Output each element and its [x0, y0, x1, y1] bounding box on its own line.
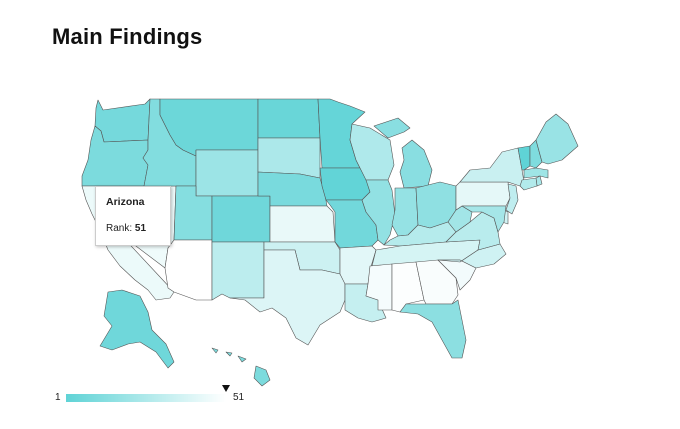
state-ny[interactable] — [459, 147, 525, 187]
color-legend: 1 51 — [55, 385, 265, 406]
state-tooltip: Arizona Rank: 51 — [95, 186, 171, 246]
state-ct[interactable] — [519, 177, 538, 191]
legend-min-label: 1 — [55, 392, 61, 403]
state-nh[interactable] — [529, 139, 543, 169]
state-me[interactable] — [535, 113, 579, 165]
state-nd[interactable] — [257, 98, 321, 139]
state-hi[interactable] — [211, 347, 271, 387]
state-md[interactable] — [461, 205, 507, 233]
state-ak[interactable] — [99, 289, 175, 369]
state-ks[interactable] — [269, 205, 336, 243]
state-fl[interactable] — [399, 299, 467, 359]
state-tx[interactable] — [229, 249, 346, 346]
state-sd[interactable] — [257, 137, 321, 179]
state-nj[interactable] — [505, 183, 519, 215]
tooltip-rank-value: 51 — [134, 223, 147, 234]
state-nm[interactable] — [211, 241, 265, 301]
state-vt[interactable] — [517, 145, 531, 171]
state-wa[interactable] — [94, 98, 151, 143]
tooltip-rank-label: Rank: — [106, 223, 133, 234]
tooltip-state-name: Arizona — [106, 196, 145, 208]
state-wy[interactable] — [195, 149, 259, 197]
tooltip-rank: Rank: 51 — [106, 223, 160, 234]
state-co[interactable] — [211, 195, 271, 243]
state-az[interactable] — [164, 239, 213, 301]
legend-gradient-bar — [66, 394, 226, 402]
state-ma[interactable] — [523, 167, 549, 179]
legend-max-label: 51 — [233, 392, 245, 403]
state-il[interactable] — [361, 179, 396, 246]
page-title: Main Findings — [52, 24, 203, 49]
legend-marker-icon — [222, 385, 230, 392]
